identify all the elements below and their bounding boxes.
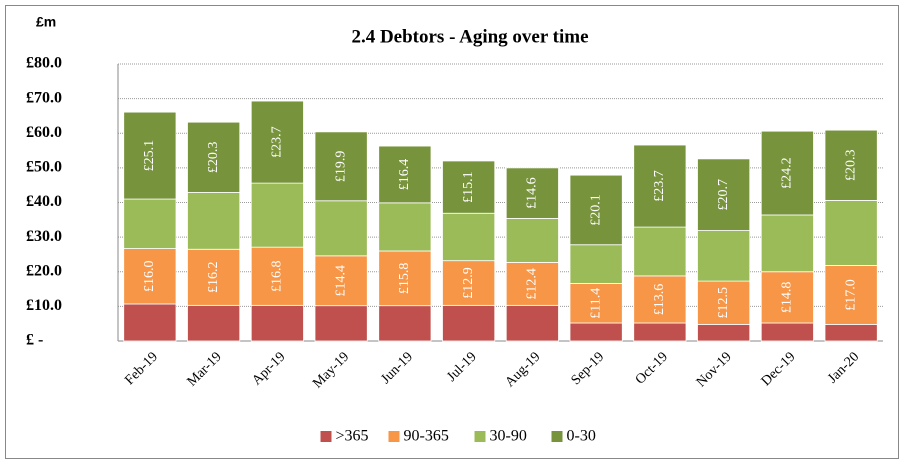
- legend-swatch: [320, 431, 332, 442]
- data-label: £15.8: [397, 263, 412, 295]
- y-tick-label: £ -: [26, 332, 43, 349]
- y-tick-label: £60.0: [26, 124, 62, 141]
- data-label: £12.9: [461, 267, 476, 299]
- bar-segment: [824, 323, 878, 342]
- bar-segment: [442, 160, 496, 214]
- data-label: £13.6: [652, 284, 667, 316]
- bar-segment: [187, 304, 241, 342]
- data-label: £14.6: [525, 177, 540, 209]
- bar-segment: [697, 323, 751, 342]
- bar-segment: [123, 248, 177, 305]
- data-label: £24.2: [780, 157, 795, 189]
- y-tick-label: £10.0: [26, 297, 62, 314]
- bar-segment: [760, 214, 814, 273]
- bar-segment: [824, 265, 878, 325]
- bar-segment: [505, 304, 559, 342]
- data-label: £23.7: [270, 126, 285, 158]
- data-label: £11.4: [588, 288, 603, 319]
- bar-segment: [250, 100, 304, 184]
- bar-segment: [569, 174, 623, 246]
- data-label: £16.0: [142, 261, 157, 293]
- data-label: £20.3: [206, 142, 221, 174]
- data-label: £25.1: [142, 140, 157, 172]
- bar-segment: [378, 250, 432, 307]
- bar-segment: [314, 255, 368, 307]
- y-tick-label: £20.0: [26, 262, 62, 279]
- bar-segment: [250, 182, 304, 248]
- unit-label: £m: [36, 14, 56, 30]
- legend-label: 90-365: [404, 428, 449, 445]
- y-tick-label: £30.0: [26, 228, 62, 245]
- chart-title: 2.4 Debtors - Aging over time: [351, 26, 588, 47]
- data-label: £12.4: [525, 268, 540, 300]
- bar-segment: [442, 304, 496, 342]
- legend-label: 30-90: [490, 428, 527, 445]
- bar-segment: [697, 230, 751, 282]
- bar-segment: [633, 226, 687, 277]
- bar-segment: [442, 260, 496, 306]
- data-label: £20.3: [843, 150, 858, 182]
- bar-segment: [633, 275, 687, 324]
- bar-segment: [187, 192, 241, 250]
- bar-segment: [250, 304, 304, 342]
- y-tick-label: £80.0: [26, 55, 62, 72]
- bar-segment: [442, 212, 496, 262]
- bar-segment: [123, 303, 177, 342]
- bar-segment: [824, 200, 878, 266]
- data-label: £14.8: [780, 282, 795, 314]
- bar-segment: [760, 130, 814, 216]
- data-label: £14.4: [333, 265, 348, 297]
- y-tick-label: £50.0: [26, 159, 62, 176]
- bar-segment: [314, 131, 368, 202]
- bar-segment: [378, 202, 432, 252]
- bar-segment: [697, 280, 751, 325]
- legend-swatch: [388, 431, 400, 442]
- data-label: £23.7: [652, 170, 667, 202]
- data-label: £16.2: [206, 262, 221, 294]
- data-label: £12.5: [716, 287, 731, 319]
- bar-segment: [760, 322, 814, 342]
- data-label: £20.1: [588, 194, 603, 226]
- bar-segment: [505, 218, 559, 263]
- bar-segment: [505, 262, 559, 306]
- legend-label: 0-30: [567, 428, 596, 445]
- bar-segment: [697, 158, 751, 231]
- legend-swatch: [474, 431, 486, 442]
- bar-segment: [569, 244, 623, 284]
- bar-segment: [123, 198, 177, 249]
- data-label: £15.1: [461, 171, 476, 203]
- bar-segment: [824, 129, 878, 201]
- data-label: £16.4: [397, 159, 412, 191]
- data-label: £19.9: [333, 151, 348, 183]
- bar-segment: [123, 111, 177, 200]
- data-label: £17.0: [843, 279, 858, 311]
- data-label: £20.7: [716, 179, 731, 211]
- bar-segment: [505, 167, 559, 219]
- bar-segment: [314, 305, 368, 342]
- data-label: £16.8: [270, 261, 285, 293]
- legend-swatch: [551, 431, 563, 442]
- bar-segment: [633, 322, 687, 342]
- bar-segment: [760, 271, 814, 324]
- legend-label: >365: [336, 428, 369, 445]
- bar-segment: [187, 121, 241, 193]
- bar-segment: [314, 200, 368, 257]
- y-tick-label: £40.0: [26, 193, 62, 210]
- bar-segment: [187, 248, 241, 306]
- y-tick-label: £70.0: [26, 89, 62, 106]
- bar-segment: [378, 305, 432, 342]
- bar-segment: [378, 145, 432, 204]
- bar-segment: [633, 144, 687, 228]
- bar-segment: [569, 322, 623, 342]
